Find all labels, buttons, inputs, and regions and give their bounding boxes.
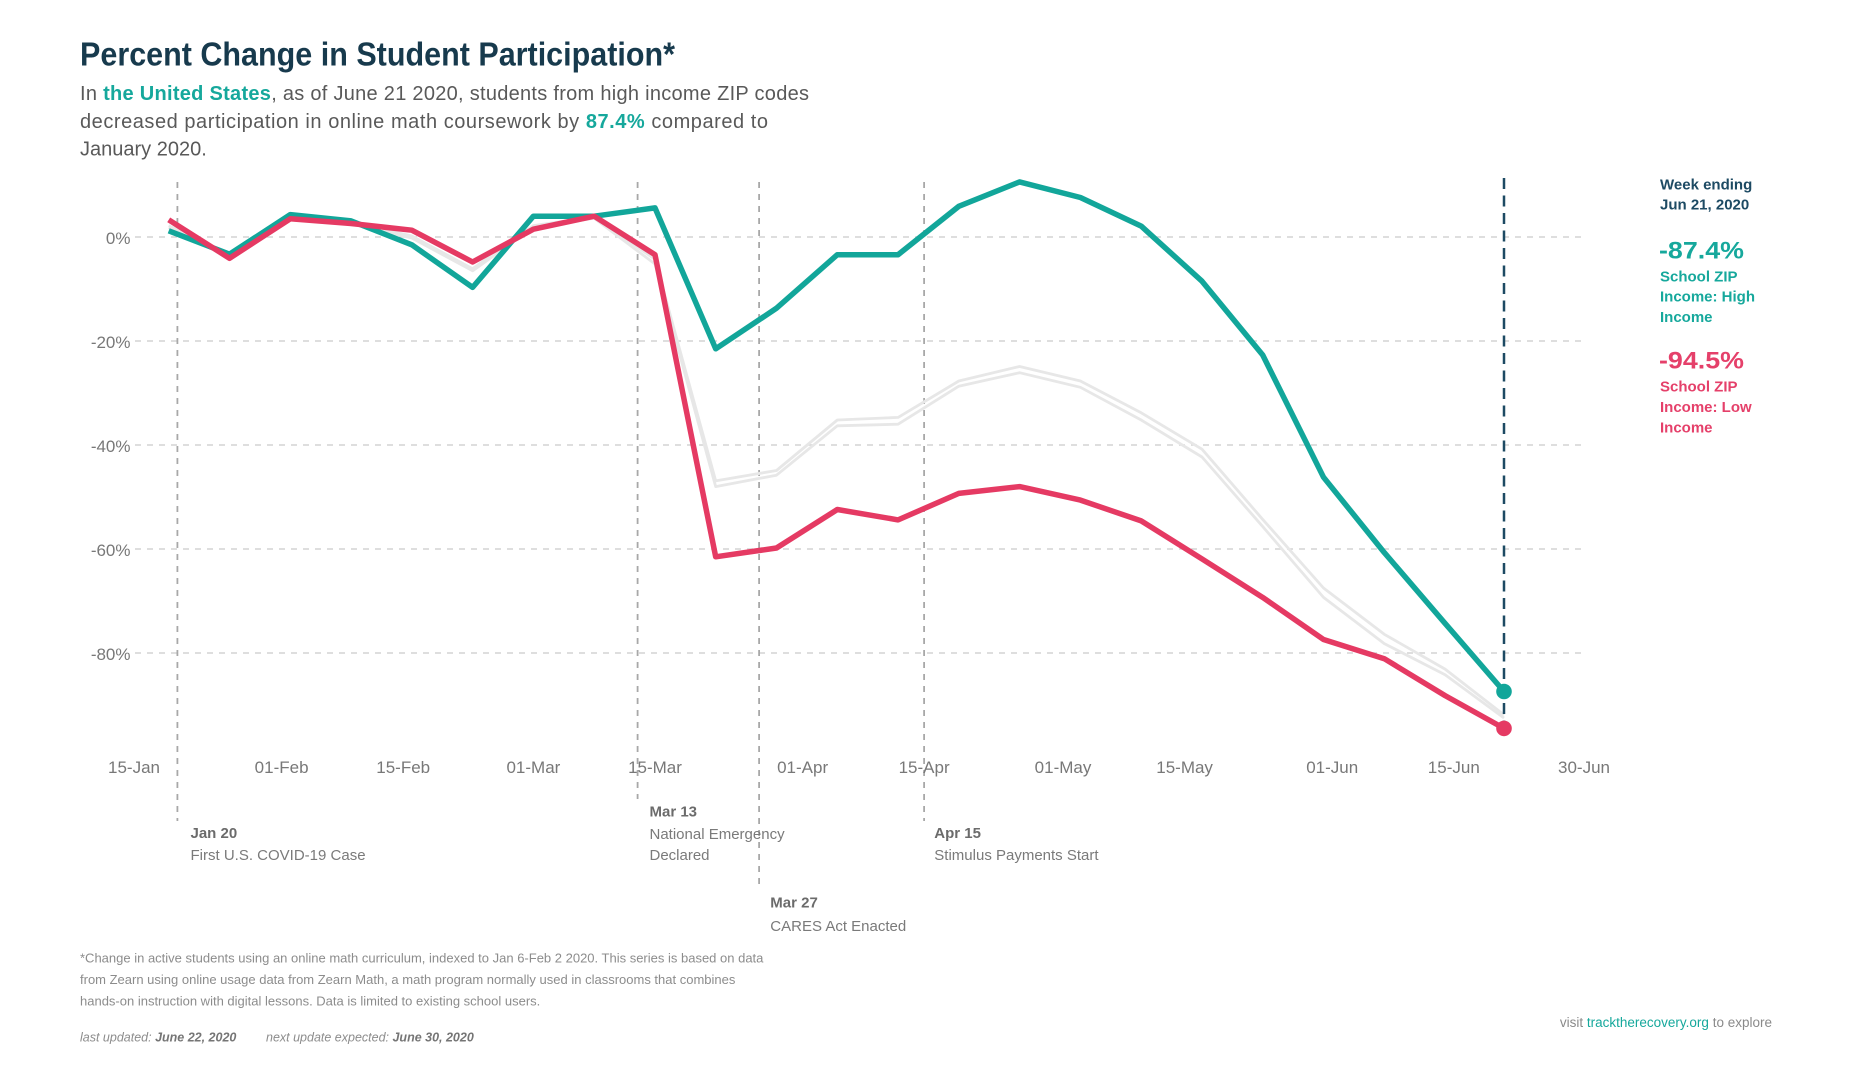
svg-text:decreased participation in onl: decreased participation in online math c…: [80, 111, 768, 133]
svg-text:01-Apr: 01-Apr: [777, 758, 828, 777]
svg-text:First U.S. COVID-19 Case: First U.S. COVID-19 Case: [191, 847, 366, 864]
svg-text:01-Feb: 01-Feb: [255, 758, 309, 777]
svg-text:0%: 0%: [106, 229, 131, 248]
svg-text:-40%: -40%: [91, 437, 131, 456]
svg-text:-80%: -80%: [91, 645, 131, 664]
svg-text:15-Jun: 15-Jun: [1428, 758, 1480, 777]
svg-text:15-May: 15-May: [1156, 758, 1213, 777]
svg-text:Jan 20: Jan 20: [191, 825, 238, 842]
svg-text:visit tracktherecovery.org to: visit tracktherecovery.org to explore: [1560, 1015, 1772, 1030]
svg-text:Apr 15: Apr 15: [934, 825, 981, 842]
svg-text:15-Mar: 15-Mar: [628, 758, 682, 777]
svg-text:CARES Act Enacted: CARES Act Enacted: [770, 918, 906, 935]
svg-text:15-Feb: 15-Feb: [376, 758, 430, 777]
svg-text:from Zearn using online usage: from Zearn using online usage data from …: [80, 972, 736, 987]
svg-text:In the United States, as of Ju: In the United States, as of June 21 2020…: [80, 83, 809, 105]
svg-text:Jun 21, 2020: Jun 21, 2020: [1660, 197, 1749, 214]
svg-text:30-Jun: 30-Jun: [1558, 758, 1610, 777]
svg-text:15-Jan: 15-Jan: [108, 758, 160, 777]
svg-text:Percent Change in Student Part: Percent Change in Student Participation*: [80, 37, 675, 74]
svg-text:01-Mar: 01-Mar: [506, 758, 560, 777]
svg-text:Stimulus Payments Start: Stimulus Payments Start: [934, 847, 1099, 864]
svg-text:Mar 27: Mar 27: [770, 895, 818, 912]
svg-text:-20%: -20%: [91, 333, 131, 352]
svg-text:Mar 13: Mar 13: [650, 804, 698, 821]
svg-text:National Emergency: National Emergency: [650, 826, 786, 843]
svg-text:Income: Low: Income: Low: [1660, 399, 1752, 416]
svg-text:-60%: -60%: [91, 541, 131, 560]
svg-text:School ZIP: School ZIP: [1660, 268, 1738, 285]
svg-text:Week ending: Week ending: [1660, 177, 1752, 194]
svg-text:*Change in active students usi: *Change in active students using an onli…: [80, 951, 764, 966]
svg-text:Income: High: Income: High: [1660, 289, 1755, 306]
svg-text:School ZIP: School ZIP: [1660, 379, 1738, 396]
svg-text:Declared: Declared: [650, 847, 710, 864]
svg-text:15-Apr: 15-Apr: [899, 758, 950, 777]
svg-text:Income: Income: [1660, 309, 1713, 326]
svg-text:01-May: 01-May: [1035, 758, 1092, 777]
svg-text:-87.4%: -87.4%: [1659, 238, 1744, 265]
svg-text:01-Jun: 01-Jun: [1306, 758, 1358, 777]
svg-text:-94.5%: -94.5%: [1659, 348, 1744, 375]
svg-text:hands-on instruction with digi: hands-on instruction with digital lesson…: [80, 993, 540, 1008]
svg-text:January 2020.: January 2020.: [80, 138, 207, 160]
svg-text:Income: Income: [1660, 419, 1713, 436]
